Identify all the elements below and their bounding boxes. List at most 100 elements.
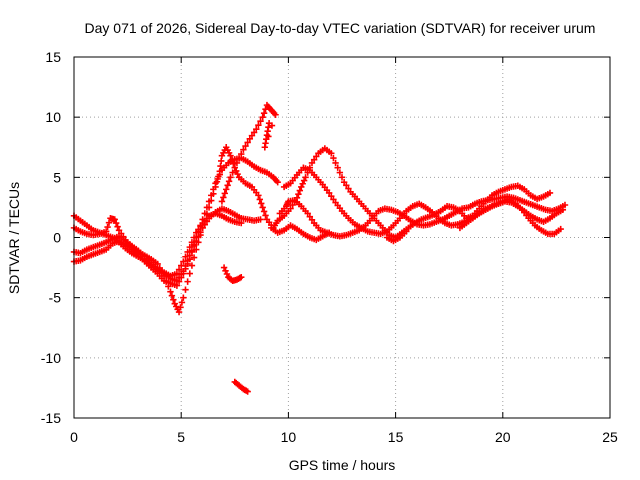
data-point <box>257 216 264 223</box>
data-point <box>193 246 200 253</box>
data-point <box>262 212 269 219</box>
data-point <box>182 265 189 272</box>
data-point <box>186 270 193 277</box>
data-point <box>210 190 217 197</box>
data-point <box>223 270 231 278</box>
y-axis-ticks: 15 10 5 0 -5 -10 -15 <box>41 49 610 426</box>
data-point <box>343 182 350 189</box>
data-point <box>274 178 281 186</box>
data-point <box>302 174 309 181</box>
data-point <box>222 267 229 274</box>
data-point <box>197 223 204 230</box>
data-point <box>173 270 181 277</box>
data-point <box>296 187 304 194</box>
data-point <box>165 283 172 290</box>
data-point <box>546 189 554 197</box>
data-point <box>177 304 184 311</box>
x-tick-label: 15 <box>388 429 404 445</box>
series-track-d <box>218 101 279 205</box>
data-point <box>186 243 193 251</box>
data-point <box>238 150 245 158</box>
data-point <box>250 129 258 136</box>
data-point <box>228 156 236 163</box>
data-point <box>180 270 187 277</box>
y-tick-label: 0 <box>53 230 61 246</box>
y-axis-label: SDTVAR / TECUs <box>6 182 22 294</box>
data-point <box>188 239 196 246</box>
data-point <box>308 159 316 167</box>
data-point <box>328 150 335 157</box>
data-point <box>208 197 215 204</box>
x-axis-ticks: 0 5 10 15 20 25 <box>70 57 618 445</box>
data-point <box>220 194 227 201</box>
data-point <box>238 274 245 281</box>
y-tick-label: 15 <box>45 49 61 65</box>
data-point <box>234 170 241 178</box>
data-point <box>295 190 302 198</box>
data-point <box>330 196 337 203</box>
data-point <box>240 146 247 153</box>
data-point <box>306 213 314 220</box>
y-tick-label: -10 <box>41 350 61 366</box>
x-axis-label: GPS time / hours <box>289 457 396 473</box>
data-point <box>175 266 183 273</box>
data-point <box>230 160 237 167</box>
data-point <box>105 219 113 226</box>
data-point <box>559 206 567 214</box>
data-point <box>325 189 333 197</box>
data-point <box>188 262 196 269</box>
data-point <box>225 178 233 185</box>
data-point <box>178 299 186 306</box>
data-point <box>300 177 308 184</box>
data-point <box>338 174 346 181</box>
data-point <box>184 260 191 268</box>
data-point <box>111 216 118 223</box>
data-point <box>173 282 181 289</box>
data-point <box>403 228 410 235</box>
series-track-h <box>276 193 569 240</box>
data-point <box>298 183 305 191</box>
data-point <box>332 159 339 167</box>
data-point <box>304 210 311 217</box>
data-point <box>182 286 189 293</box>
data-point <box>227 174 234 181</box>
data-point <box>167 288 174 295</box>
data-point <box>162 278 170 285</box>
data-point <box>104 223 111 231</box>
data-point <box>257 117 264 125</box>
data-point <box>231 164 238 171</box>
x-tick-label: 0 <box>70 429 78 445</box>
data-point <box>112 219 120 227</box>
data-point <box>260 208 268 215</box>
data-point <box>224 182 231 189</box>
data-point <box>255 192 262 199</box>
data-point <box>244 139 251 146</box>
data-point <box>178 274 185 281</box>
data-point <box>213 178 221 185</box>
data-point <box>256 196 264 203</box>
series-track-f <box>274 145 554 241</box>
data-point <box>310 156 318 163</box>
y-tick-label: 5 <box>53 169 61 185</box>
data-point <box>255 121 262 129</box>
data-point <box>180 294 187 301</box>
y-tick-label: -5 <box>49 290 62 306</box>
data-point <box>308 216 316 224</box>
data-point <box>195 226 202 233</box>
data-point <box>218 198 226 205</box>
data-point <box>299 180 306 187</box>
series-track-j <box>70 210 245 280</box>
data-point <box>235 155 243 162</box>
data-point <box>184 278 191 285</box>
data-point <box>345 185 352 192</box>
y-tick-label: -15 <box>41 410 61 426</box>
data-point <box>170 296 177 303</box>
data-point <box>328 192 335 200</box>
series-track-c <box>70 144 281 316</box>
data-point <box>186 255 193 263</box>
data-point <box>265 119 273 127</box>
data-point <box>233 167 240 175</box>
data-point <box>221 190 228 197</box>
data-point <box>238 219 245 227</box>
